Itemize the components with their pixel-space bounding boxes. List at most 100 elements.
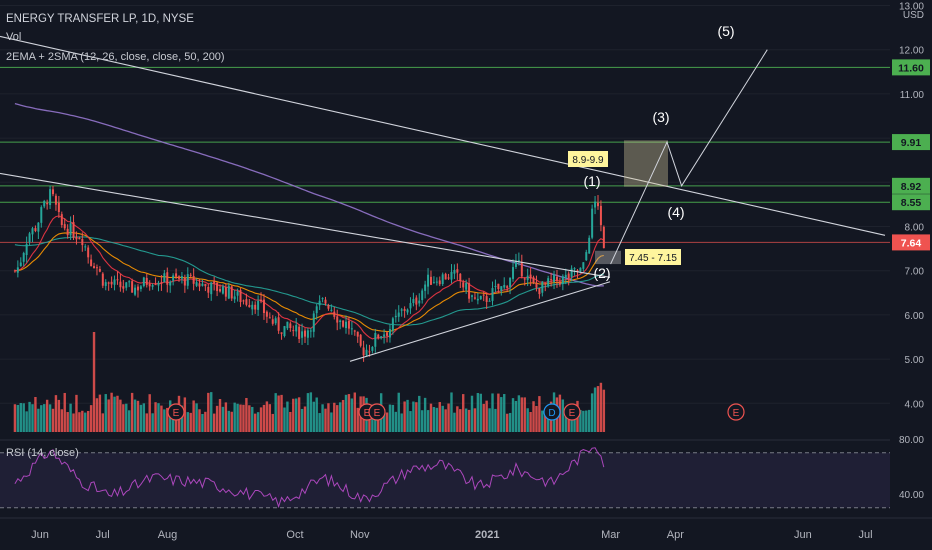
volume-bar <box>54 395 58 432</box>
rsi-pane[interactable] <box>0 447 890 509</box>
volume-bar <box>400 413 403 432</box>
volume-bar <box>166 407 169 432</box>
volume-bar <box>523 397 526 432</box>
last-price-tag: 7.64 <box>892 234 930 251</box>
candle-body <box>90 259 93 266</box>
volume-bar <box>251 406 254 432</box>
volume-bar <box>292 398 295 432</box>
candle-body <box>113 279 116 285</box>
time-tick-label: Jul <box>859 529 873 541</box>
candle-body <box>500 286 503 291</box>
time-tick-label: 2021 <box>475 529 499 541</box>
candle-body <box>573 268 576 270</box>
volume-bar <box>300 408 304 432</box>
candle-body <box>488 300 491 302</box>
candle-body <box>154 284 157 286</box>
candle-body <box>25 244 28 256</box>
moving-average-indicator-label[interactable]: 2EMA + 2SMA (12, 26, close, close, 50, 2… <box>6 51 225 63</box>
volume-bar <box>423 397 427 432</box>
volume-bar <box>409 411 412 432</box>
last-price-tag-bg <box>892 234 930 251</box>
candle-body <box>471 295 473 297</box>
earnings-marker-letter: E <box>374 408 381 419</box>
candle-body <box>517 260 520 262</box>
earnings-marker-letter: E <box>569 408 576 419</box>
symbol-title[interactable]: ENERGY TRANSFER LP, 1D, NYSE <box>6 13 194 25</box>
long-descending-trendline <box>0 35 886 236</box>
sma50-line <box>14 236 604 326</box>
projection-path <box>610 49 768 265</box>
candle-body <box>512 267 515 279</box>
level-price-tag-text: 8.92 <box>901 181 922 193</box>
candle-body <box>204 283 207 287</box>
candle-body <box>69 223 72 236</box>
candle-body <box>195 282 198 286</box>
volume-bar <box>295 398 298 432</box>
earnings-marker-letter: E <box>364 408 371 419</box>
rsi-indicator-label[interactable]: RSI (14, close) <box>6 447 79 459</box>
candle-body <box>465 282 468 290</box>
candle-body <box>125 282 128 288</box>
time-tick-label: Nov <box>350 529 370 541</box>
target-zone-label: 8.9-9.9 <box>568 151 608 167</box>
earnings-marker-letter: E <box>733 408 740 419</box>
candle-body <box>453 269 456 274</box>
wave-label: (5) <box>717 23 734 39</box>
candle-body <box>166 272 169 285</box>
volume-bar <box>259 407 263 432</box>
volume-bar <box>239 404 242 432</box>
candle-body <box>198 283 201 287</box>
candle-body <box>136 286 139 291</box>
candle-body <box>312 313 315 332</box>
wave-label: (3) <box>652 109 669 125</box>
candle-body <box>84 246 87 248</box>
moving-average-lines <box>14 102 605 340</box>
elliott-projection: (1) (2) (3) (4) (5) <box>583 23 768 281</box>
volume-bar <box>438 402 441 432</box>
candle-body <box>49 189 52 206</box>
candle-body <box>438 280 441 285</box>
volume-bar <box>368 413 371 432</box>
volume-bar <box>441 405 444 432</box>
volume-bar <box>253 413 257 432</box>
volume-bar <box>482 403 485 432</box>
volume-bar <box>245 397 248 432</box>
volume-bar <box>212 413 216 432</box>
volume-bar <box>122 404 125 432</box>
candle-body <box>427 274 430 287</box>
candle-body <box>532 277 535 283</box>
volume-bar <box>450 392 453 432</box>
level-price-tag-text: 8.55 <box>901 197 922 209</box>
candle-body <box>262 299 265 313</box>
candle-body <box>321 298 324 300</box>
volume-bar <box>148 394 151 432</box>
earnings-marker <box>167 403 185 421</box>
triangle-lower-trendline <box>349 281 611 362</box>
time-axis[interactable]: Jun Jul Aug Oct Nov 2021 Mar Apr Jun Jul <box>31 529 872 541</box>
volume-bar <box>473 408 477 432</box>
price-tick-label: 4.00 <box>905 399 925 410</box>
volume-bar <box>133 399 137 432</box>
volume-bar <box>163 409 166 432</box>
candle-body <box>441 274 444 285</box>
volume-bar <box>210 392 213 432</box>
volume-bar <box>309 392 313 432</box>
volume-bar <box>561 399 565 432</box>
candle-body <box>251 304 254 310</box>
candle-body <box>330 309 333 311</box>
volume-bar <box>113 396 116 432</box>
volume-bar <box>13 404 17 432</box>
volume-indicator-label[interactable]: Vol <box>6 31 22 43</box>
volume-bar <box>236 403 239 432</box>
candle-body <box>180 276 183 279</box>
volume-bar <box>520 397 524 432</box>
candle-body <box>54 195 57 205</box>
candle-body <box>219 289 222 292</box>
candle-body <box>520 262 523 277</box>
candle-body <box>72 222 75 238</box>
candle-body <box>479 296 482 300</box>
level-price-tag: 9.91 <box>892 134 930 151</box>
